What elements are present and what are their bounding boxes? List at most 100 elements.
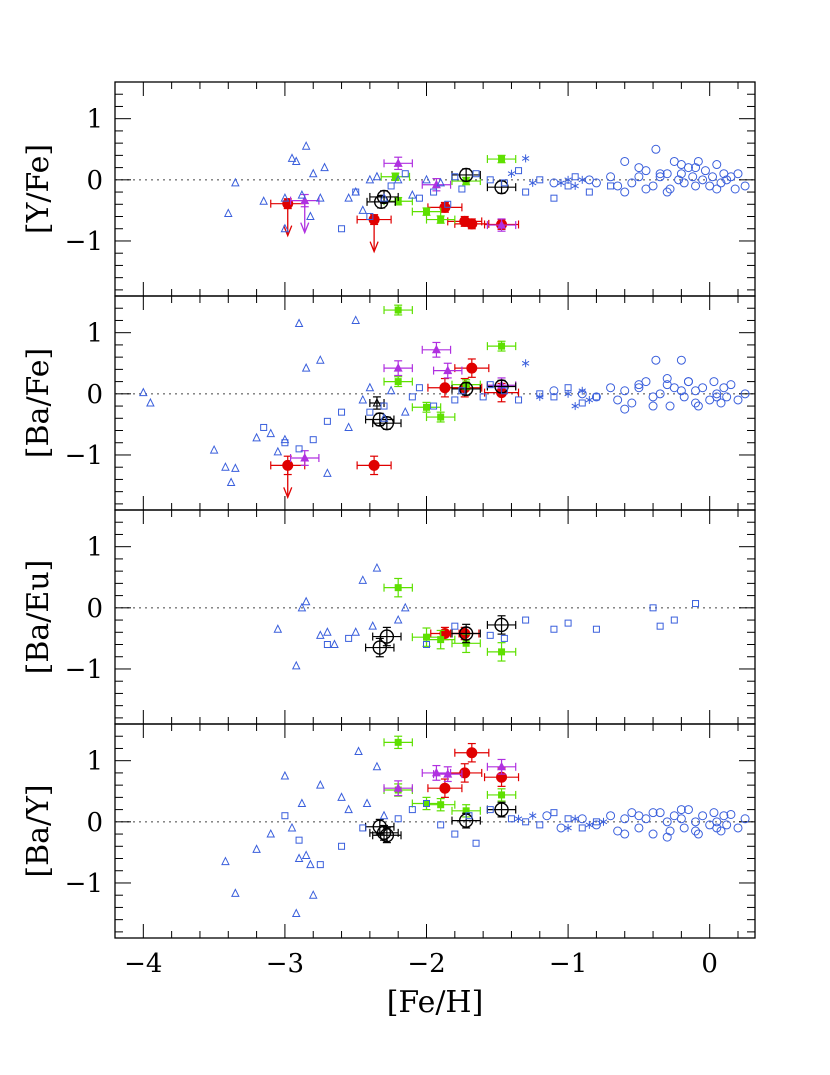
marker-open-square bbox=[366, 213, 374, 221]
marker-open-triangle bbox=[306, 859, 315, 869]
marker-open-circle bbox=[606, 383, 616, 393]
marker-filled-circle bbox=[466, 362, 478, 374]
data-point bbox=[515, 167, 523, 175]
marker-open-circle bbox=[648, 829, 658, 839]
marker-open-circle bbox=[634, 823, 644, 833]
marker-open-circle bbox=[691, 398, 701, 408]
marker-filled-triangle bbox=[300, 453, 310, 462]
data-point bbox=[676, 814, 686, 824]
marker-open-triangle bbox=[344, 422, 353, 431]
marker-open-triangle bbox=[291, 660, 301, 670]
marker-asterisk bbox=[521, 360, 530, 366]
data-point bbox=[676, 805, 686, 815]
marker-asterisk bbox=[528, 180, 537, 186]
data-point bbox=[564, 815, 572, 823]
data-point bbox=[536, 821, 544, 829]
data-point bbox=[662, 817, 672, 827]
data-point bbox=[451, 396, 459, 404]
marker-open-triangle bbox=[308, 890, 318, 899]
marker-open-square bbox=[295, 445, 303, 453]
data-point bbox=[423, 799, 431, 807]
data-point bbox=[613, 181, 623, 191]
data-point bbox=[733, 169, 743, 179]
data-point bbox=[722, 820, 732, 830]
marker-open-triangle bbox=[297, 602, 307, 612]
marker-filled-square bbox=[498, 342, 506, 350]
marker-open-square bbox=[656, 622, 664, 630]
marker-filled-square bbox=[437, 216, 445, 224]
marker-open-square bbox=[366, 408, 374, 416]
data-point bbox=[369, 189, 399, 205]
data-point bbox=[549, 178, 559, 188]
marker-filled-square bbox=[498, 791, 506, 799]
data-point bbox=[444, 200, 452, 208]
data-point bbox=[726, 809, 736, 819]
marker-open-square bbox=[352, 188, 360, 196]
data-point bbox=[316, 193, 325, 202]
marker-open-triangle bbox=[379, 193, 389, 202]
data-point bbox=[571, 173, 579, 181]
data-point bbox=[691, 826, 701, 836]
data-point bbox=[358, 205, 368, 214]
marker-open-circle bbox=[549, 178, 559, 188]
marker-open-triangle bbox=[273, 624, 283, 633]
data-point bbox=[472, 839, 480, 847]
data-point bbox=[387, 182, 395, 190]
marker-open-circle bbox=[676, 160, 686, 170]
marker-open-circle bbox=[613, 395, 623, 405]
data-point bbox=[592, 625, 600, 633]
panel-yfe: −1 0 1 [Y/Fe] bbox=[21, 81, 756, 297]
data-point bbox=[425, 797, 456, 812]
marker-open-circle bbox=[662, 169, 672, 179]
marker-filled-square bbox=[462, 807, 470, 815]
data-point bbox=[634, 163, 644, 173]
data-point bbox=[528, 178, 537, 187]
marker-open-circle bbox=[620, 404, 630, 414]
marker-open-square bbox=[486, 631, 494, 639]
marker-open-circle bbox=[620, 156, 630, 166]
marker-open-square bbox=[515, 396, 523, 404]
marker-open-square bbox=[423, 641, 431, 649]
panel-bay: −1 0 1 [Ba/Y] bbox=[21, 723, 756, 939]
marker-open-circle bbox=[379, 629, 395, 644]
marker-open-circle bbox=[726, 809, 736, 819]
data-point bbox=[740, 814, 750, 824]
marker-open-square bbox=[486, 806, 494, 814]
data-point bbox=[683, 377, 693, 387]
marker-open-square bbox=[592, 393, 600, 401]
marker-open-circle bbox=[698, 811, 708, 821]
marker-open-circle bbox=[700, 166, 710, 176]
marker-open-circle bbox=[634, 380, 644, 390]
marker-asterisk bbox=[585, 822, 594, 828]
marker-open-circle bbox=[648, 401, 658, 411]
marker-open-square bbox=[564, 815, 572, 823]
y-tick-label: −1 bbox=[65, 227, 103, 257]
marker-open-circle bbox=[733, 169, 743, 179]
upper-limit-arrowhead bbox=[283, 225, 293, 238]
data-point bbox=[564, 175, 572, 184]
marker-open-square bbox=[415, 194, 423, 202]
marker-open-triangle bbox=[273, 446, 283, 456]
marker-open-triangle bbox=[139, 387, 148, 397]
data-point bbox=[676, 355, 686, 365]
markers-yfe bbox=[223, 141, 750, 254]
marker-asterisk bbox=[571, 403, 579, 409]
marker-open-square bbox=[437, 821, 445, 829]
marker-open-triangle bbox=[316, 780, 325, 789]
marker-open-triangle bbox=[280, 434, 290, 444]
data-point bbox=[536, 392, 544, 401]
data-point bbox=[486, 801, 517, 818]
y-tick-label: 1 bbox=[86, 533, 103, 563]
panel-baeu: −1 0 1 [Ba/Eu] bbox=[21, 509, 756, 725]
data-point bbox=[345, 634, 353, 642]
data-point bbox=[252, 432, 261, 442]
data-point bbox=[338, 408, 346, 416]
data-point bbox=[578, 399, 586, 407]
data-point bbox=[693, 156, 703, 166]
data-point bbox=[356, 455, 392, 476]
marker-filled-square bbox=[498, 155, 506, 163]
marker-open-triangle bbox=[358, 575, 368, 584]
data-point bbox=[280, 193, 290, 202]
data-point bbox=[691, 817, 701, 827]
marker-open-circle bbox=[662, 832, 672, 842]
